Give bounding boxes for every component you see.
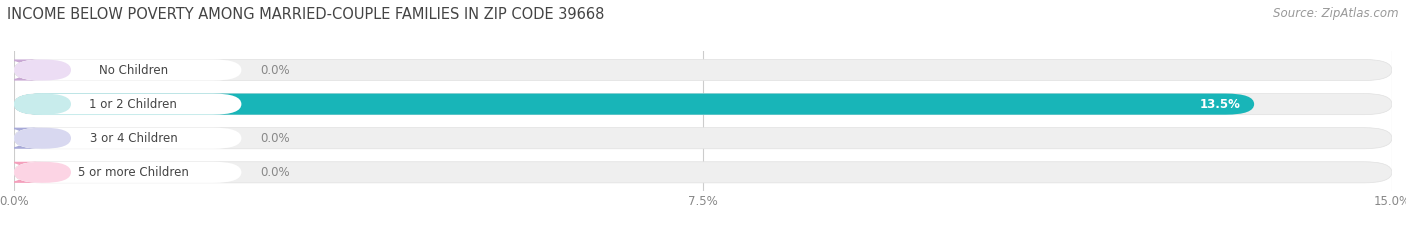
Text: 3 or 4 Children: 3 or 4 Children (90, 132, 177, 145)
FancyBboxPatch shape (14, 93, 72, 115)
FancyBboxPatch shape (14, 128, 1392, 149)
FancyBboxPatch shape (14, 93, 1392, 115)
FancyBboxPatch shape (14, 128, 72, 149)
FancyBboxPatch shape (14, 128, 242, 149)
FancyBboxPatch shape (0, 162, 42, 183)
Text: 0.0%: 0.0% (260, 166, 290, 179)
FancyBboxPatch shape (0, 128, 42, 149)
Text: Source: ZipAtlas.com: Source: ZipAtlas.com (1274, 7, 1399, 20)
FancyBboxPatch shape (14, 162, 72, 183)
FancyBboxPatch shape (14, 59, 242, 81)
Text: INCOME BELOW POVERTY AMONG MARRIED-COUPLE FAMILIES IN ZIP CODE 39668: INCOME BELOW POVERTY AMONG MARRIED-COUPL… (7, 7, 605, 22)
Text: 0.0%: 0.0% (260, 132, 290, 145)
Text: 1 or 2 Children: 1 or 2 Children (90, 98, 177, 111)
FancyBboxPatch shape (14, 93, 242, 115)
Text: No Children: No Children (98, 64, 167, 76)
FancyBboxPatch shape (0, 59, 42, 81)
Text: 5 or more Children: 5 or more Children (77, 166, 188, 179)
FancyBboxPatch shape (14, 162, 242, 183)
FancyBboxPatch shape (14, 162, 1392, 183)
Text: 0.0%: 0.0% (260, 64, 290, 76)
FancyBboxPatch shape (14, 93, 1254, 115)
FancyBboxPatch shape (14, 59, 72, 81)
Text: 13.5%: 13.5% (1199, 98, 1240, 111)
FancyBboxPatch shape (14, 59, 1392, 81)
